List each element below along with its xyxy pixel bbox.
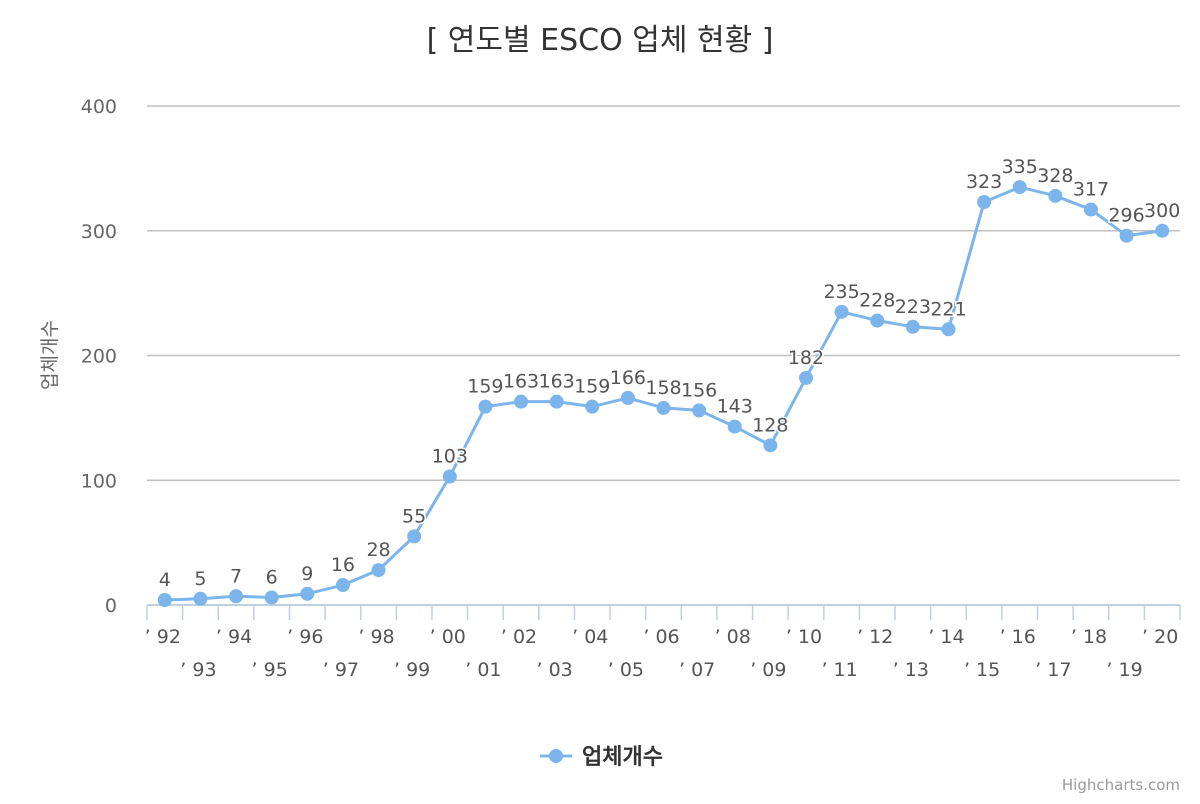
data-point — [371, 563, 386, 578]
data-label: 323 — [966, 171, 1002, 193]
x-tick-label: ’ 15 — [964, 659, 1000, 681]
x-tick-label: ’ 00 — [430, 626, 466, 648]
data-point — [193, 591, 208, 606]
data-label: 4 — [159, 569, 171, 591]
x-tick-label: ’ 10 — [786, 626, 822, 648]
data-point — [727, 419, 742, 434]
x-tick-label: ’ 13 — [893, 659, 929, 681]
x-tick-label: ’ 95 — [252, 659, 288, 681]
x-tick-label: ’ 02 — [501, 626, 537, 648]
y-tick-label: 300 — [81, 221, 117, 243]
data-point — [407, 529, 422, 544]
data-label: 163 — [539, 371, 575, 393]
data-point — [300, 586, 315, 601]
x-tick-label: ’ 96 — [287, 626, 323, 648]
x-tick-label: ’ 18 — [1071, 626, 1107, 648]
x-tick-label: ’ 20 — [1142, 626, 1178, 648]
data-label: 28 — [366, 539, 390, 561]
data-point — [157, 593, 172, 608]
data-point — [1048, 188, 1063, 203]
data-label: 16 — [331, 554, 355, 576]
data-label: 317 — [1073, 179, 1109, 201]
data-point — [335, 578, 350, 593]
data-label: 6 — [266, 567, 278, 589]
data-label: 221 — [930, 298, 966, 320]
data-point — [977, 195, 992, 210]
data-label: 223 — [895, 296, 931, 318]
data-label: 103 — [432, 446, 468, 468]
x-tick-label: ’ 05 — [608, 659, 644, 681]
data-label: 296 — [1108, 205, 1144, 227]
data-point — [941, 322, 956, 337]
data-label: 235 — [823, 281, 859, 303]
data-label: 166 — [610, 367, 646, 389]
x-tick-label: ’ 93 — [180, 659, 216, 681]
data-point — [585, 399, 600, 414]
x-tick-label: ’ 07 — [679, 659, 715, 681]
x-tick-label: ’ 08 — [715, 626, 751, 648]
data-point — [264, 590, 279, 605]
y-axis-label: 업체개수 — [39, 320, 61, 390]
x-tick-label: ’ 94 — [216, 626, 252, 648]
x-tick-label: ’ 16 — [1000, 626, 1036, 648]
data-label: 5 — [194, 568, 206, 590]
x-tick-label: ’ 17 — [1035, 659, 1071, 681]
x-tick-label: ’ 92 — [145, 626, 181, 648]
data-point — [478, 399, 493, 414]
data-label: 335 — [1002, 156, 1038, 178]
data-point — [229, 589, 244, 604]
x-tick-label: ’ 11 — [821, 659, 857, 681]
x-tick-label: ’ 99 — [394, 659, 430, 681]
data-label: 156 — [681, 379, 717, 401]
data-point — [834, 304, 849, 319]
y-tick-label: 400 — [81, 96, 117, 118]
x-tick-label: ’ 14 — [928, 626, 964, 648]
data-point — [1155, 223, 1170, 238]
legend-item[interactable]: 업체개수 — [540, 745, 663, 770]
x-tick-label: ’ 06 — [643, 626, 679, 648]
data-point — [763, 438, 778, 453]
legend-label: 업체개수 — [582, 745, 663, 770]
data-point — [1012, 180, 1027, 195]
data-label: 9 — [301, 563, 313, 585]
x-tick-label: ’ 04 — [572, 626, 608, 648]
data-point — [692, 403, 707, 418]
data-point — [1119, 228, 1134, 243]
data-label: 128 — [752, 414, 788, 436]
data-label: 158 — [645, 377, 681, 399]
data-point — [656, 400, 671, 415]
data-point — [620, 390, 635, 405]
y-tick-label: 200 — [81, 346, 117, 368]
data-label: 328 — [1037, 165, 1073, 187]
data-label: 163 — [503, 371, 539, 393]
data-label: 159 — [574, 376, 610, 398]
data-point — [442, 469, 457, 484]
x-tick-label: ’ 03 — [537, 659, 573, 681]
y-tick-label: 0 — [105, 595, 117, 617]
data-point — [514, 394, 529, 409]
data-label: 228 — [859, 290, 895, 312]
x-tick-label: ’ 97 — [323, 659, 359, 681]
data-point — [798, 370, 813, 385]
data-label: 55 — [402, 505, 426, 527]
data-label: 159 — [467, 376, 503, 398]
data-point — [870, 313, 885, 328]
chart-title: [ 연도별 ESCO 업체 현황 ] — [427, 23, 774, 58]
x-tick-label: ’ 19 — [1106, 659, 1142, 681]
legend-marker — [549, 749, 563, 763]
data-point — [905, 319, 920, 334]
x-tick-label: ’ 98 — [358, 626, 394, 648]
x-tick-label: ’ 09 — [750, 659, 786, 681]
credits-link[interactable]: Highcharts.com — [1062, 776, 1180, 794]
x-tick-label: ’ 12 — [857, 626, 893, 648]
data-point — [549, 394, 564, 409]
data-label: 182 — [788, 347, 824, 369]
y-tick-label: 100 — [81, 470, 117, 492]
data-label: 143 — [717, 396, 753, 418]
data-label: 300 — [1144, 200, 1180, 222]
data-label: 7 — [230, 565, 242, 587]
data-point — [1083, 202, 1098, 217]
x-tick-label: ’ 01 — [465, 659, 501, 681]
